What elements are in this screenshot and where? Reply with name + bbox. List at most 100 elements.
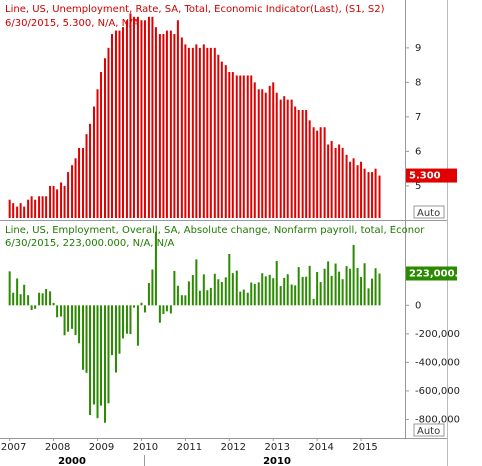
- x-tick-label: 2015: [352, 442, 377, 453]
- bar: [294, 106, 297, 218]
- bar: [165, 305, 168, 312]
- bar: [308, 120, 311, 218]
- bar: [158, 34, 161, 219]
- bar: [165, 30, 168, 218]
- bar: [312, 127, 315, 218]
- bar: [96, 89, 99, 218]
- bar: [23, 206, 26, 218]
- bar: [250, 282, 253, 306]
- y-tick-label: 5: [415, 181, 421, 192]
- bar: [352, 158, 355, 218]
- bar: [209, 287, 212, 306]
- bar: [67, 172, 70, 218]
- x-tick-label: 2012: [221, 442, 246, 453]
- bar: [231, 72, 234, 218]
- bar: [330, 275, 333, 306]
- bar: [345, 154, 348, 218]
- bar: [363, 263, 366, 306]
- bar: [67, 305, 70, 332]
- bar: [279, 99, 282, 218]
- bar: [264, 276, 267, 306]
- bar: [49, 291, 52, 306]
- bar: [158, 305, 161, 323]
- bar: [8, 199, 11, 218]
- auto-button-label[interactable]: Auto: [417, 426, 440, 437]
- bar: [114, 305, 117, 373]
- auto-button-label[interactable]: Auto: [417, 208, 440, 219]
- y-tick-label: -200,000: [415, 329, 460, 340]
- bar: [246, 292, 249, 306]
- bar: [367, 288, 370, 306]
- bar: [103, 58, 106, 219]
- panel-subtitle: 6/30/2015, 223,000.000, N/A, N/A: [5, 238, 175, 249]
- y-tick-label: 6: [415, 146, 421, 157]
- bar: [275, 92, 278, 218]
- y-tick-label: 8: [415, 77, 421, 88]
- bar: [176, 20, 179, 218]
- bar: [338, 271, 341, 306]
- panel-title: Line, US, Employment, Overall, SA, Absol…: [5, 225, 425, 236]
- bar: [264, 92, 267, 218]
- bar: [220, 281, 223, 306]
- bar: [316, 271, 319, 306]
- bar: [294, 285, 297, 306]
- bar: [341, 279, 344, 306]
- bar: [136, 305, 139, 346]
- bar: [23, 284, 26, 306]
- bar: [283, 96, 286, 218]
- bar: [143, 20, 146, 218]
- auto-button[interactable]: [413, 205, 445, 219]
- last-value-label: 223,000.000: [409, 269, 479, 280]
- bar: [143, 305, 146, 313]
- bar: [140, 302, 143, 306]
- bar: [202, 44, 205, 218]
- bar: [371, 172, 374, 218]
- bar: [78, 305, 81, 344]
- bar: [290, 284, 293, 306]
- bar: [93, 305, 96, 405]
- decade-label: 2000: [58, 456, 86, 466]
- bar: [349, 161, 352, 218]
- bar: [114, 30, 117, 218]
- bar: [195, 259, 198, 306]
- bar: [52, 302, 55, 306]
- y-tick-label: -400,000: [415, 357, 460, 368]
- bar: [231, 273, 234, 306]
- bar: [129, 13, 132, 218]
- bar: [121, 27, 124, 218]
- bar: [27, 199, 30, 218]
- bar: [301, 276, 304, 306]
- bar: [89, 123, 92, 218]
- bar: [154, 231, 157, 306]
- bar: [56, 189, 59, 218]
- bar: [217, 54, 220, 218]
- bar: [89, 305, 92, 416]
- bar: [228, 253, 231, 306]
- bar: [63, 185, 66, 218]
- bar: [312, 298, 315, 306]
- bar: [187, 47, 190, 219]
- bar: [224, 277, 227, 306]
- bar: [283, 277, 286, 306]
- bar: [286, 274, 289, 306]
- bar: [319, 282, 322, 306]
- bar: [71, 165, 74, 218]
- bar: [34, 199, 37, 218]
- bar: [16, 278, 19, 306]
- bar: [257, 89, 260, 218]
- bar: [268, 274, 271, 306]
- y-tick-label: -800,000: [415, 414, 460, 425]
- bar: [360, 276, 363, 306]
- bar: [132, 305, 135, 308]
- bar: [151, 16, 154, 219]
- bar: [356, 165, 359, 218]
- bar: [235, 270, 238, 306]
- bar: [154, 27, 157, 218]
- bar: [228, 72, 231, 218]
- bar: [253, 283, 256, 306]
- x-tick-label: 2009: [89, 442, 114, 453]
- bar: [206, 47, 209, 219]
- auto-button[interactable]: [413, 423, 445, 437]
- bar: [38, 196, 41, 218]
